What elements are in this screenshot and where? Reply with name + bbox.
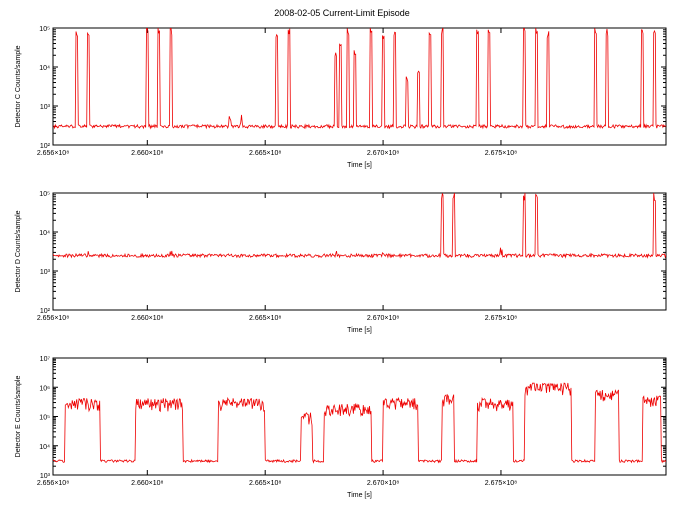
svg-text:10³: 10³	[40, 269, 51, 276]
svg-text:2.665×10⁸: 2.665×10⁸	[249, 150, 281, 157]
svg-text:2.660×10⁸: 2.660×10⁸	[131, 315, 163, 322]
svg-text:2.665×10⁸: 2.665×10⁸	[249, 480, 281, 487]
svg-text:2.660×10⁸: 2.660×10⁸	[131, 150, 163, 157]
svg-text:2.675×10⁸: 2.675×10⁸	[485, 315, 517, 322]
chart-panel-1: 10² 10³ 10⁴ 10⁵ 2.656×10⁸ 2.660×10⁸ 2.665×10⁸ 2…	[8, 185, 676, 340]
svg-text:10³: 10³	[40, 473, 51, 480]
svg-text:Time [s]: Time [s]	[347, 162, 372, 169]
svg-text:2.670×10⁸: 2.670×10⁸	[367, 315, 399, 322]
charts-container: 10² 10³ 10⁴ 10⁵ 2.656×10⁸ 2.660×10⁸ 2.665×10⁸ 2…	[8, 20, 676, 505]
svg-text:2.656×10⁸: 2.656×10⁸	[37, 150, 69, 157]
svg-text:Detector C Counts/sample: Detector C Counts/sample	[15, 45, 22, 127]
svg-text:10⁴: 10⁴	[39, 230, 50, 237]
svg-text:Time [s]: Time [s]	[347, 492, 372, 499]
svg-text:10⁴: 10⁴	[39, 65, 50, 72]
svg-text:2.675×10⁸: 2.675×10⁸	[485, 480, 517, 487]
svg-text:10²: 10²	[40, 143, 51, 150]
svg-text:2.656×10⁸: 2.656×10⁸	[37, 315, 69, 322]
svg-text:2.665×10⁸: 2.665×10⁸	[249, 315, 281, 322]
svg-text:2.660×10⁸: 2.660×10⁸	[131, 480, 163, 487]
svg-text:2.675×10⁸: 2.675×10⁸	[485, 150, 517, 157]
chart-title: 2008-02-05 Current-Limit Episode	[8, 8, 676, 18]
svg-text:10⁷: 10⁷	[40, 356, 51, 363]
svg-text:Detector D Counts/sample: Detector D Counts/sample	[15, 210, 22, 292]
svg-text:10³: 10³	[40, 104, 51, 111]
svg-text:10⁵: 10⁵	[39, 191, 50, 198]
svg-text:10⁵: 10⁵	[39, 415, 50, 422]
svg-text:10⁵: 10⁵	[39, 26, 50, 33]
svg-text:2.670×10⁸: 2.670×10⁸	[367, 150, 399, 157]
svg-text:2.656×10⁸: 2.656×10⁸	[37, 480, 69, 487]
svg-text:Detector E Counts/sample: Detector E Counts/sample	[15, 376, 22, 458]
chart-panel-0: 10² 10³ 10⁴ 10⁵ 2.656×10⁸ 2.660×10⁸ 2.665×10⁸ 2…	[8, 20, 676, 175]
svg-text:10²: 10²	[40, 308, 51, 315]
svg-text:Time [s]: Time [s]	[347, 327, 372, 334]
svg-text:10⁴: 10⁴	[39, 444, 50, 451]
chart-panel-2: 10³ 10⁴ 10⁵ 10⁶ 10⁷ 2.656×10⁸ 2.660×10⁸ 2.665×1…	[8, 350, 676, 505]
svg-text:2.670×10⁸: 2.670×10⁸	[367, 480, 399, 487]
svg-text:10⁶: 10⁶	[39, 385, 50, 392]
